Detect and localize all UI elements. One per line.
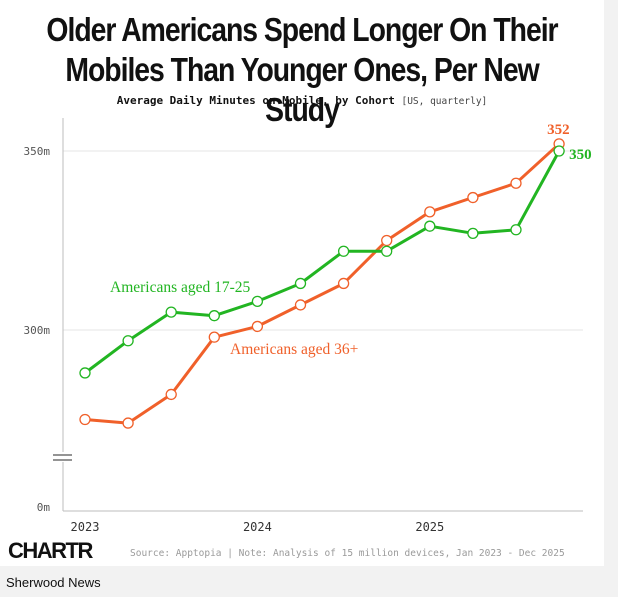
data-point-aged-36-plus-3 (208, 331, 220, 343)
chart-subtitle-note: [US, quarterly] (401, 96, 488, 107)
data-point-aged-36-plus-10 (510, 177, 522, 189)
chart-title-line2: Mobiles Than Younger Ones, Per New Study (65, 51, 539, 128)
chart-title-line1: Older Americans Spend Longer On Their (46, 11, 558, 48)
y-tick-label-350m: 350m (24, 145, 51, 158)
line-chart: 0m 300m 350m 2023 2024 2025 Americans aged 36+… (24, 118, 592, 534)
series-label-aged-36-plus: Americans aged 36+ (230, 341, 358, 358)
data-point-aged-36-plus-9 (467, 191, 479, 204)
data-point-aged-36-plus-7 (381, 234, 393, 247)
data-point-aged-17-25-2 (165, 306, 177, 318)
data-point-aged-36-plus-0 (79, 413, 91, 426)
x-tick-label-2023: 2023 (71, 520, 100, 534)
series-line-aged-36-plus (83, 142, 561, 425)
data-point-aged-36-plus-1 (122, 417, 134, 429)
series-line-aged-17-25 (83, 149, 561, 375)
source-note: Source: Apptopia | Note: Analysis of 15 … (130, 548, 565, 559)
y-tick-label-300m: 300m (24, 324, 51, 337)
sherwood-news-credit: Sherwood News (6, 575, 101, 590)
data-point-aged-17-25-7 (381, 245, 393, 257)
data-point-aged-17-25-11 (553, 145, 565, 157)
data-point-aged-17-25-6 (337, 245, 350, 257)
data-point-aged-36-plus-6 (337, 277, 350, 290)
chartr-logo: CHARTR (8, 538, 93, 563)
data-point-aged-17-25-8 (424, 220, 436, 232)
axis-break-mask (52, 452, 74, 462)
data-point-aged-17-25-9 (467, 227, 479, 239)
data-point-aged-17-25-10 (510, 224, 522, 236)
chart-subtitle-main: Average Daily Minutes on Mobile, by Coho… (116, 94, 395, 107)
y-tick-label-0m: 0m (37, 501, 51, 514)
x-tick-label-2024: 2024 (243, 520, 272, 534)
data-point-aged-17-25-3 (208, 310, 220, 322)
chart-card: Older Americans Spend Longer On Their Mob… (0, 0, 604, 566)
end-value-label-aged-36-plus: 352 (547, 122, 570, 138)
data-point-aged-17-25-5 (294, 277, 307, 290)
end-value-label-aged-17-25: 350 (569, 147, 592, 163)
data-point-aged-17-25-4 (251, 295, 264, 308)
data-point-aged-36-plus-4 (251, 320, 264, 333)
data-point-aged-17-25-1 (122, 335, 134, 347)
data-point-aged-36-plus-8 (424, 206, 436, 218)
data-point-aged-36-plus-2 (165, 388, 177, 401)
series-label-aged-17-25: Americans aged 17-25 (110, 279, 251, 296)
chart-subtitle: Average Daily Minutes on Mobile, by Coho… (0, 94, 604, 107)
x-tick-label-2025: 2025 (415, 520, 444, 534)
data-point-aged-17-25-0 (79, 367, 91, 379)
chart-title: Older Americans Spend Longer On Their Mob… (42, 10, 561, 130)
data-point-aged-36-plus-5 (294, 299, 307, 311)
